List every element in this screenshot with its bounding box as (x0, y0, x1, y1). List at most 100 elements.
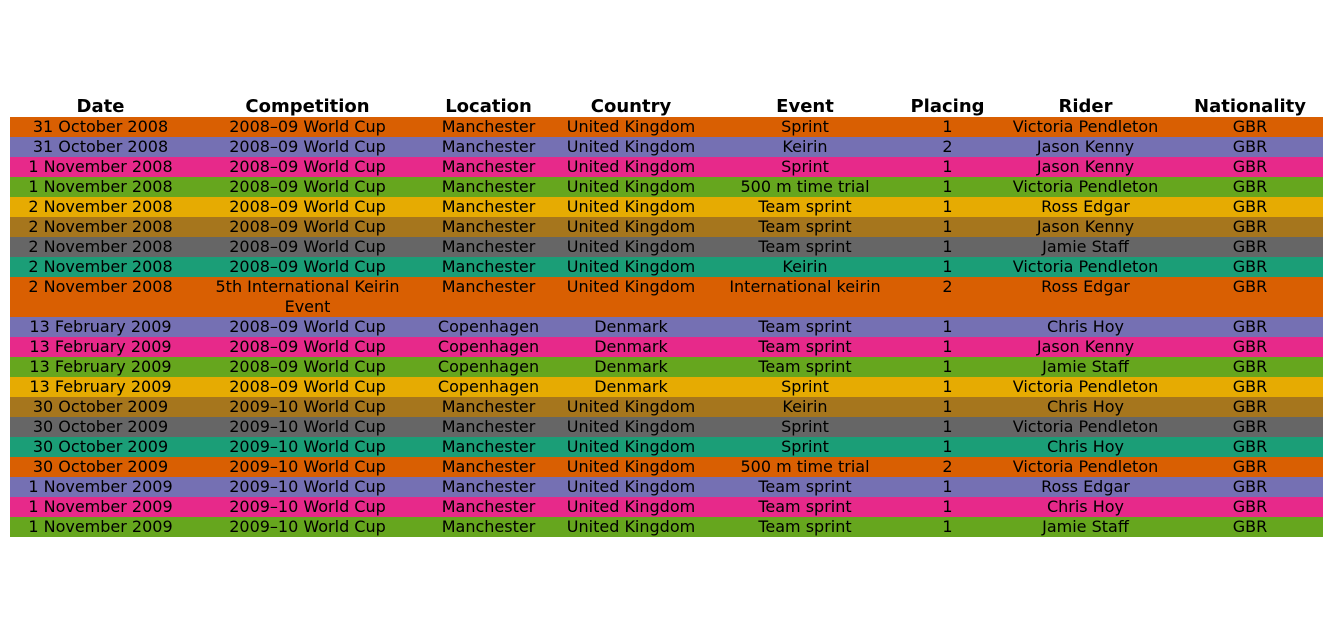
cell-nationality: GBR (1232, 177, 1268, 196)
cell-placing: 1 (942, 397, 953, 416)
table-row: 30 October 2009 2009–10 World Cup Manchest… (10, 457, 1323, 477)
cell-rider: Jason Kenny (1036, 137, 1135, 156)
cell-date: 2 November 2008 (28, 237, 173, 256)
cell-placing: 1 (942, 517, 953, 536)
cell-competition: 2008–09 World Cup (229, 337, 386, 356)
cell-date: 30 October 2009 (32, 417, 169, 436)
cell-competition: 2008–09 World Cup (229, 377, 386, 396)
cell-location: Manchester (441, 477, 536, 496)
cell-event: Team sprint (758, 517, 852, 536)
cell-event: 500 m time trial (740, 457, 870, 476)
cell-placing: 1 (942, 497, 953, 516)
table-row: 2 November 2008 2008–09 World Cup Manchest… (10, 257, 1323, 277)
cell-placing: 1 (942, 377, 953, 396)
cell-location: Copenhagen (437, 357, 540, 376)
column-header-event: Event (776, 96, 834, 117)
cell-nationality: GBR (1232, 497, 1268, 516)
cell-event: Sprint (781, 437, 829, 456)
cell-location: Manchester (441, 397, 536, 416)
table-row: 1 November 2008 2008–09 World Cup Manchest… (10, 157, 1323, 177)
cell-date: 13 February 2009 (29, 377, 172, 396)
cell-location: Manchester (441, 237, 536, 256)
table-row: 13 February 2009 2008–09 World Cup Copenha… (10, 377, 1323, 397)
cell-nationality: GBR (1232, 437, 1268, 456)
cell-event: Team sprint (758, 217, 852, 236)
cell-rider: Jason Kenny (1036, 217, 1135, 236)
cell-rider: Chris Hoy (1046, 397, 1125, 416)
cell-rider: Chris Hoy (1046, 437, 1125, 456)
cell-location: Manchester (441, 117, 536, 136)
column-header-country: Country (590, 96, 672, 117)
cell-location: Copenhagen (437, 317, 540, 336)
cell-rider: Jamie Staff (1042, 357, 1129, 376)
cell-nationality: GBR (1232, 337, 1268, 356)
cell-placing: 2 (942, 137, 953, 156)
cell-country: United Kingdom (566, 417, 696, 436)
cell-event: Team sprint (758, 337, 852, 356)
cell-country: United Kingdom (566, 517, 696, 536)
cell-date: 30 October 2009 (32, 397, 169, 416)
cell-placing: 1 (942, 257, 953, 276)
cell-country: United Kingdom (566, 257, 696, 276)
cell-competition: 2009–10 World Cup (229, 497, 386, 516)
cell-nationality: GBR (1232, 477, 1268, 496)
cell-placing: 1 (942, 417, 953, 436)
table-row: 2 November 2008 2008–09 World Cup Manchest… (10, 237, 1323, 257)
cell-nationality: GBR (1232, 397, 1268, 416)
cell-competition: 2008–09 World Cup (229, 317, 386, 336)
cell-location: Manchester (441, 457, 536, 476)
cell-date: 2 November 2008 (28, 277, 173, 296)
column-header-rider: Rider (1058, 96, 1113, 117)
cell-location: Manchester (441, 177, 536, 196)
cell-location: Copenhagen (437, 377, 540, 396)
cell-placing: 1 (942, 317, 953, 336)
cell-rider: Ross Edgar (1041, 197, 1130, 216)
cell-country: United Kingdom (566, 397, 696, 416)
cell-competition: 2009–10 World Cup (229, 457, 386, 476)
cell-event: Sprint (781, 377, 829, 396)
table-row: 31 October 2008 2008–09 World Cup Manchest… (10, 137, 1323, 157)
cell-event: Team sprint (758, 237, 852, 256)
cell-country: United Kingdom (566, 157, 696, 176)
cell-date: 30 October 2009 (32, 457, 169, 476)
cell-nationality: GBR (1232, 317, 1268, 336)
cell-event: Team sprint (758, 357, 852, 376)
table-row: 2 November 2008 5th International Keirin … (10, 277, 1323, 317)
cell-competition: 2008–09 World Cup (229, 157, 386, 176)
cell-date: 1 November 2009 (28, 477, 173, 496)
cell-date: 31 October 2008 (32, 137, 169, 156)
table-row: 2 November 2008 2008–09 World Cup Manchest… (10, 217, 1323, 237)
cell-country: United Kingdom (566, 217, 696, 236)
cell-rider: Jason Kenny (1036, 157, 1135, 176)
cell-placing: 1 (942, 177, 953, 196)
cell-date: 30 October 2009 (32, 437, 169, 456)
cell-nationality: GBR (1232, 137, 1268, 156)
cell-nationality: GBR (1232, 217, 1268, 236)
cell-event: Sprint (781, 417, 829, 436)
cell-rider: Chris Hoy (1046, 497, 1125, 516)
cell-date: 1 November 2008 (28, 177, 173, 196)
column-header-nationality: Nationality (1194, 96, 1306, 117)
column-header-location: Location (445, 96, 532, 117)
cell-nationality: GBR (1232, 157, 1268, 176)
cell-competition: 2009–10 World Cup (229, 517, 386, 536)
cell-nationality: GBR (1232, 417, 1268, 436)
cell-competition: 2008–09 World Cup (229, 197, 386, 216)
cell-location: Copenhagen (437, 337, 540, 356)
cell-date: 2 November 2008 (28, 217, 173, 236)
cell-location: Manchester (441, 277, 536, 296)
cell-competition: 2008–09 World Cup (229, 117, 386, 136)
cell-date: 31 October 2008 (32, 117, 169, 136)
cell-competition: 2008–09 World Cup (229, 217, 386, 236)
table-row: 2 November 2008 2008–09 World Cup Manchest… (10, 197, 1323, 217)
table-row: 13 February 2009 2008–09 World Cup Copenha… (10, 337, 1323, 357)
cell-event: Sprint (781, 117, 829, 136)
table-row: 1 November 2009 2009–10 World Cup Manchest… (10, 477, 1323, 497)
table-row: 30 October 2009 2009–10 World Cup Manchest… (10, 397, 1323, 417)
cell-nationality: GBR (1232, 457, 1268, 476)
cell-rider: Jamie Staff (1042, 517, 1129, 536)
cell-location: Manchester (441, 217, 536, 236)
cell-location: Manchester (441, 417, 536, 436)
table-row: 1 November 2009 2009–10 World Cup Manchest… (10, 517, 1323, 537)
cell-competition: 2008–09 World Cup (229, 257, 386, 276)
